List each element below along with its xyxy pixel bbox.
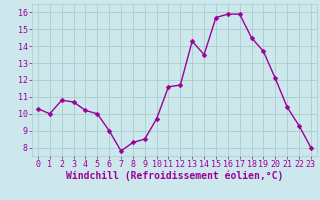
X-axis label: Windchill (Refroidissement éolien,°C): Windchill (Refroidissement éolien,°C) xyxy=(66,171,283,181)
